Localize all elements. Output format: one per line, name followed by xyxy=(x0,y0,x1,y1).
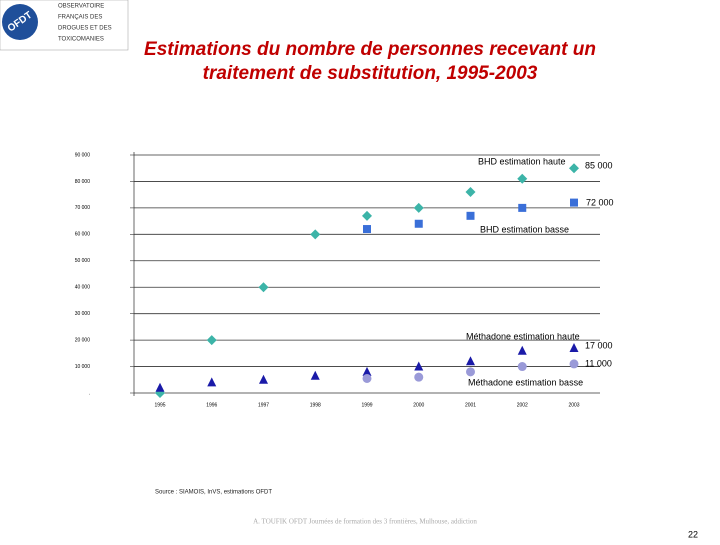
x-tick-label: 2003 xyxy=(568,402,579,408)
marker xyxy=(310,370,320,380)
logo-circle xyxy=(2,4,38,40)
x-tick-label: 1995 xyxy=(154,402,165,408)
marker xyxy=(362,210,372,221)
series-label: BHD estimation basse xyxy=(480,224,569,234)
marker xyxy=(466,367,475,377)
x-tick-label: 1997 xyxy=(258,402,269,408)
page-number: 22 xyxy=(688,529,698,539)
value-label: 17 000 xyxy=(585,340,613,350)
series-label: Méthadone estimation haute xyxy=(466,331,580,341)
marker xyxy=(465,187,476,198)
y-tick-label: 40 000 xyxy=(75,285,91,291)
marker xyxy=(569,359,579,369)
x-tick-label: 2001 xyxy=(465,402,476,408)
marker xyxy=(259,374,268,384)
marker xyxy=(362,373,372,383)
org-line: DROGUES ET DES xyxy=(58,26,112,32)
marker xyxy=(466,211,475,220)
y-tick-label: 50 000 xyxy=(75,258,91,264)
y-tick-label: . xyxy=(89,390,90,396)
marker xyxy=(414,361,424,371)
y-tick-label: 60 000 xyxy=(75,232,91,238)
series-label: Méthadone estimation basse xyxy=(468,377,583,387)
marker xyxy=(414,219,423,228)
chart-title: Estimations du nombre de personnes recev… xyxy=(144,39,596,84)
org-line: TOXICOMANIES xyxy=(58,37,104,43)
series-label: BHD estimation haute xyxy=(478,156,566,166)
marker xyxy=(518,203,527,212)
marker xyxy=(362,366,372,376)
marker xyxy=(258,282,269,293)
marker xyxy=(569,343,579,353)
x-tick-label: 1999 xyxy=(361,402,372,408)
source: Source : SIAMOIS, InVS, estimations OFDT xyxy=(155,490,272,496)
marker xyxy=(517,362,527,372)
marker xyxy=(207,377,217,387)
y-tick-label: 70 000 xyxy=(75,205,91,211)
y-tick-label: 10 000 xyxy=(75,364,91,370)
x-tick-label: 1998 xyxy=(310,402,321,408)
marker xyxy=(310,229,321,240)
y-tick-label: 30 000 xyxy=(75,311,91,317)
x-tick-label: 2000 xyxy=(413,402,424,408)
marker xyxy=(155,382,165,392)
marker xyxy=(517,345,527,355)
org-line: FRANÇAIS DES xyxy=(58,15,102,21)
x-tick-label: 1996 xyxy=(206,402,217,408)
footer: A. TOUFIK OFDT Journées de formation des… xyxy=(253,518,477,526)
y-tick-label: 20 000 xyxy=(75,337,91,343)
value-label: 85 000 xyxy=(585,160,613,170)
marker xyxy=(414,372,424,382)
marker xyxy=(206,335,217,346)
marker xyxy=(569,163,579,174)
marker xyxy=(413,202,424,213)
marker xyxy=(517,173,528,184)
value-label: 11 000 xyxy=(585,358,612,368)
org-line: OBSERVATOIRE xyxy=(58,4,104,10)
marker xyxy=(363,225,371,234)
chart-title-text: Estimations du nombre de personnes recev… xyxy=(144,39,596,84)
marker xyxy=(466,356,475,366)
y-tick-label: 90 000 xyxy=(75,152,91,158)
y-tick-label: 80 000 xyxy=(75,179,91,185)
value-label: 72 000 xyxy=(586,197,614,207)
x-tick-label: 2002 xyxy=(517,402,528,408)
marker xyxy=(570,198,578,207)
